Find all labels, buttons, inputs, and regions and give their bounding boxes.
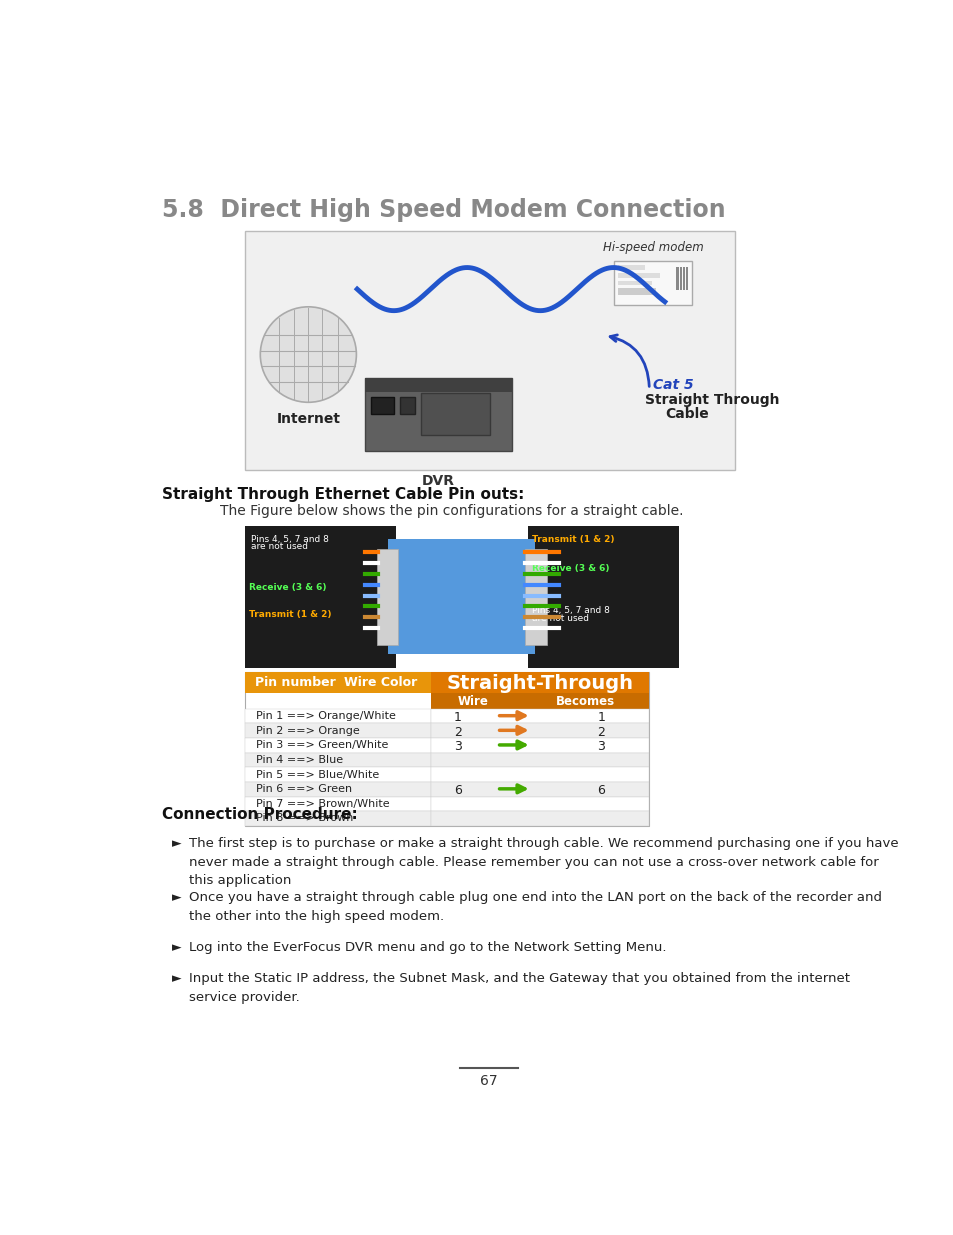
- Bar: [617, 266, 644, 270]
- Text: Transmit (1 & 2): Transmit (1 & 2): [531, 535, 614, 543]
- Text: 3: 3: [597, 740, 604, 753]
- Text: 5.8  Direct High Speed Modem Connection: 5.8 Direct High Speed Modem Connection: [162, 199, 724, 222]
- Bar: [431, 782, 649, 797]
- Text: ►: ►: [172, 892, 181, 904]
- Text: Pin 5 ==> Blue/White: Pin 5 ==> Blue/White: [256, 769, 379, 779]
- Bar: [431, 767, 649, 782]
- Bar: [420, 393, 490, 436]
- Bar: [682, 267, 684, 290]
- Text: Pin 3 ==> Green/White: Pin 3 ==> Green/White: [256, 740, 389, 751]
- Bar: [525, 548, 546, 645]
- Bar: [388, 540, 535, 655]
- Text: Straight Through: Straight Through: [645, 393, 780, 408]
- Bar: [431, 672, 649, 693]
- Bar: [431, 709, 649, 724]
- Text: 2: 2: [597, 726, 604, 739]
- Text: are not used: are not used: [251, 542, 308, 552]
- Text: Transmit (1 & 2): Transmit (1 & 2): [249, 610, 331, 619]
- Bar: [617, 273, 659, 278]
- Text: Once you have a straight through cable plug one end into the LAN port on the bac: Once you have a straight through cable p…: [189, 892, 882, 923]
- Bar: [245, 526, 395, 668]
- Bar: [371, 396, 394, 414]
- Text: Input the Static IP address, the Subnet Mask, and the Gateway that you obtained : Input the Static IP address, the Subnet …: [189, 972, 849, 1004]
- Bar: [431, 797, 649, 811]
- Circle shape: [260, 306, 356, 403]
- Bar: [245, 231, 734, 471]
- Bar: [431, 811, 649, 826]
- Text: Receive (3 & 6): Receive (3 & 6): [249, 583, 326, 593]
- Bar: [399, 396, 415, 414]
- Bar: [679, 267, 681, 290]
- Text: 6: 6: [454, 784, 461, 798]
- Text: ►: ►: [172, 837, 181, 851]
- Text: 67: 67: [479, 1073, 497, 1088]
- Text: ►: ►: [172, 972, 181, 986]
- Text: Pins 4, 5, 7 and 8: Pins 4, 5, 7 and 8: [531, 606, 609, 615]
- Bar: [245, 672, 649, 826]
- Text: Pins 4, 5, 7 and 8: Pins 4, 5, 7 and 8: [251, 535, 329, 543]
- Text: are not used: are not used: [531, 614, 588, 622]
- Bar: [617, 288, 656, 294]
- Text: 6: 6: [597, 784, 604, 798]
- Bar: [245, 709, 431, 724]
- Text: Receive (3 & 6): Receive (3 & 6): [531, 564, 608, 573]
- Text: Internet: Internet: [276, 411, 340, 426]
- Bar: [431, 724, 649, 739]
- Text: Pin 7 ==> Brown/White: Pin 7 ==> Brown/White: [256, 799, 390, 809]
- Text: Pin 4 ==> Blue: Pin 4 ==> Blue: [256, 755, 343, 764]
- Text: Becomes: Becomes: [556, 695, 615, 708]
- Bar: [245, 782, 431, 797]
- Bar: [431, 693, 649, 709]
- Bar: [245, 724, 431, 739]
- FancyArrowPatch shape: [610, 335, 649, 387]
- Bar: [365, 378, 512, 391]
- Text: The first step is to purchase or make a straight through cable. We recommend pur: The first step is to purchase or make a …: [189, 837, 898, 888]
- Text: Straight Through Ethernet Cable Pin outs:: Straight Through Ethernet Cable Pin outs…: [162, 487, 524, 501]
- Bar: [614, 261, 691, 305]
- Text: Log into the EverFocus DVR menu and go to the Network Setting Menu.: Log into the EverFocus DVR menu and go t…: [189, 941, 666, 955]
- Text: DVR: DVR: [421, 474, 455, 488]
- Text: Wire Color: Wire Color: [343, 676, 416, 689]
- Bar: [245, 767, 431, 782]
- Bar: [376, 548, 397, 645]
- Bar: [245, 811, 431, 826]
- Bar: [245, 797, 431, 811]
- Text: 2: 2: [454, 726, 461, 739]
- Text: Cable: Cable: [664, 406, 708, 421]
- Text: Hi-speed modem: Hi-speed modem: [602, 242, 703, 254]
- Text: Pin 6 ==> Green: Pin 6 ==> Green: [256, 784, 353, 794]
- Text: Pin 8 ==> Brown: Pin 8 ==> Brown: [256, 814, 354, 824]
- Text: 1: 1: [454, 711, 461, 724]
- Text: Straight-Through: Straight-Through: [446, 674, 633, 693]
- Bar: [676, 267, 679, 290]
- Text: Cat 5: Cat 5: [653, 378, 693, 391]
- Bar: [685, 267, 687, 290]
- Bar: [245, 739, 431, 752]
- Text: 1: 1: [597, 711, 604, 724]
- Text: Pin 1 ==> Orange/White: Pin 1 ==> Orange/White: [256, 711, 395, 721]
- Bar: [431, 752, 649, 767]
- Text: Connection Procedure:: Connection Procedure:: [162, 808, 357, 823]
- Text: 3: 3: [454, 740, 461, 753]
- Bar: [245, 672, 431, 693]
- Text: ►: ►: [172, 941, 181, 955]
- Text: Wire: Wire: [457, 695, 488, 708]
- Bar: [527, 526, 679, 668]
- Bar: [431, 739, 649, 752]
- Text: Pin 2 ==> Orange: Pin 2 ==> Orange: [256, 726, 360, 736]
- Bar: [245, 752, 431, 767]
- Text: The Figure below shows the pin configurations for a straight cable.: The Figure below shows the pin configura…: [220, 504, 682, 517]
- Bar: [617, 280, 652, 285]
- Text: Pin number: Pin number: [254, 676, 335, 689]
- Bar: [365, 378, 512, 451]
